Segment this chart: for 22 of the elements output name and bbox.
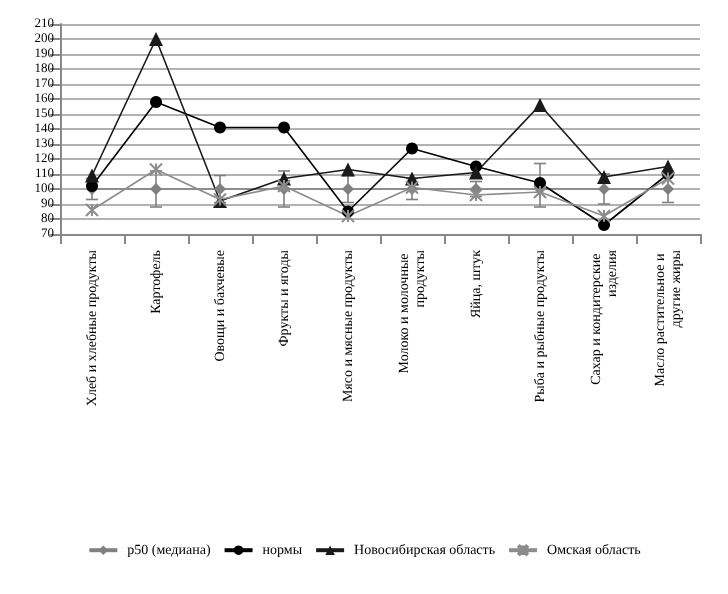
point bbox=[341, 209, 355, 223]
point bbox=[406, 142, 418, 155]
point bbox=[278, 121, 290, 134]
point bbox=[597, 170, 611, 184]
point bbox=[661, 159, 675, 174]
point bbox=[150, 96, 162, 108]
point bbox=[150, 183, 162, 195]
point bbox=[149, 162, 163, 177]
point bbox=[598, 219, 610, 231]
point bbox=[469, 165, 483, 180]
point bbox=[214, 121, 226, 134]
point bbox=[341, 162, 355, 177]
point bbox=[85, 168, 99, 183]
point bbox=[534, 177, 546, 189]
point bbox=[598, 183, 610, 195]
point bbox=[597, 209, 611, 223]
point bbox=[533, 98, 547, 112]
point bbox=[342, 183, 354, 195]
point bbox=[662, 183, 674, 195]
point bbox=[214, 183, 226, 195]
point bbox=[469, 188, 483, 202]
point bbox=[149, 32, 163, 46]
